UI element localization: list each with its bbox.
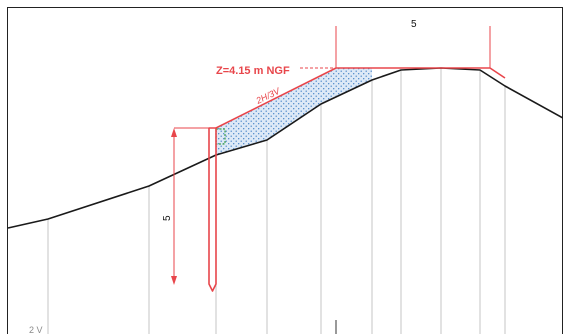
sheet-pile	[208, 127, 217, 292]
design-profile-line	[215, 67, 506, 129]
drawing-frame	[7, 7, 563, 334]
corner-label: 2 V	[29, 325, 43, 334]
embankment-fill	[216, 68, 372, 155]
top-width-label: 5	[411, 19, 417, 30]
existing-ground-line	[7, 67, 563, 229]
sheet-pile-depth-label: 5	[162, 215, 173, 221]
elevation-label: Z=4.15 m NGF	[216, 65, 290, 77]
depth-dimension	[171, 127, 209, 285]
